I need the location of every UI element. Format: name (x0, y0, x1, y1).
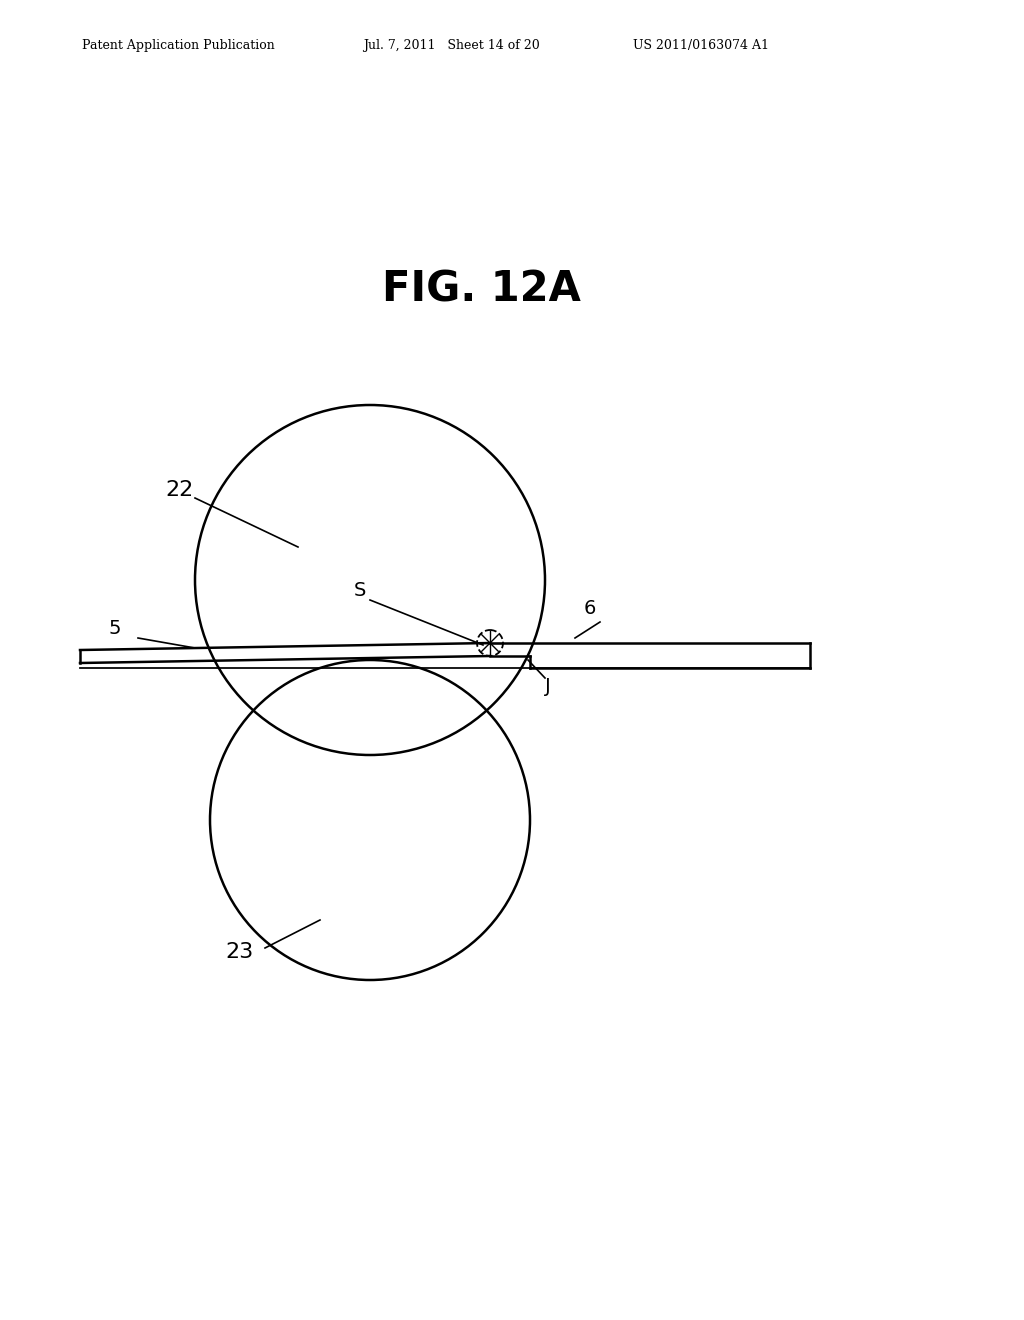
Text: S: S (354, 581, 367, 599)
Text: Jul. 7, 2011   Sheet 14 of 20: Jul. 7, 2011 Sheet 14 of 20 (364, 38, 541, 51)
Text: 6: 6 (584, 598, 596, 618)
Text: 5: 5 (109, 619, 121, 638)
Text: Patent Application Publication: Patent Application Publication (82, 38, 274, 51)
Text: 23: 23 (225, 942, 253, 962)
Text: J: J (545, 676, 551, 696)
Text: FIG. 12A: FIG. 12A (382, 269, 581, 312)
Text: US 2011/0163074 A1: US 2011/0163074 A1 (633, 38, 769, 51)
Text: 22: 22 (165, 480, 194, 500)
